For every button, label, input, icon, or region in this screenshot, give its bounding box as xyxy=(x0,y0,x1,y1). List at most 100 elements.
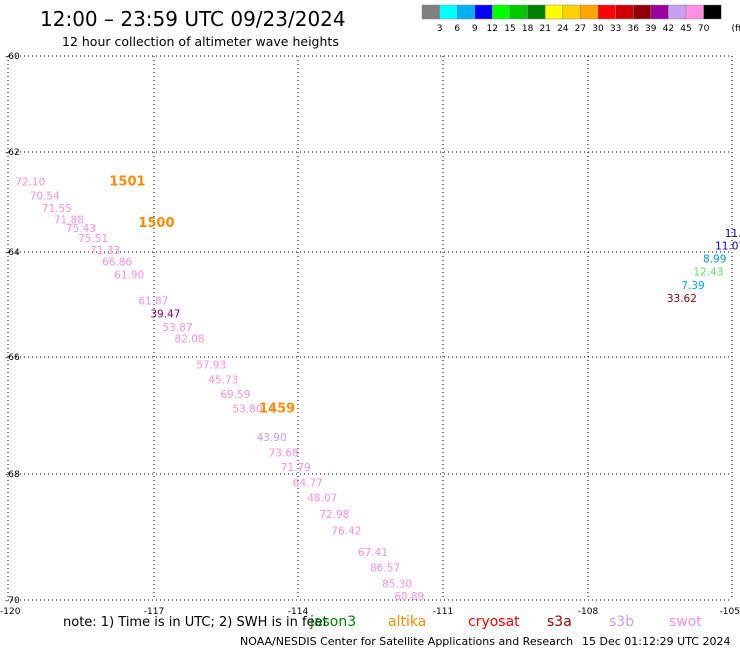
credit-text: NOAA/NESDIS Center for Satellite Applica… xyxy=(240,635,573,648)
wave-height-value: 70.54 xyxy=(30,191,60,203)
legend-swatch xyxy=(474,4,493,20)
wave-height-value: 66.86 xyxy=(102,257,132,269)
mission-label: jason3 xyxy=(309,614,356,630)
legend-swatch xyxy=(456,4,476,20)
wave-height-value: 67.41 xyxy=(358,547,388,559)
legend-swatch xyxy=(650,4,669,20)
legend-swatch xyxy=(527,4,546,20)
legend-tick-label: 21 xyxy=(539,24,550,34)
wave-height-value: 33.62 xyxy=(667,293,697,305)
map-subtitle: 12 hour collection of altimeter wave hei… xyxy=(62,34,339,49)
legend-swatch xyxy=(615,4,634,20)
wave-height-value: 12.43 xyxy=(693,267,723,279)
legend-swatch xyxy=(544,4,564,20)
legend-swatch xyxy=(492,4,511,20)
legend-swatch xyxy=(668,4,687,20)
latitude-label: -60 xyxy=(5,52,20,62)
wave-height-value: 72.10 xyxy=(15,177,45,189)
map-grid xyxy=(7,55,733,601)
longitude-label: -111 xyxy=(433,607,453,617)
wave-height-value: 75.51 xyxy=(78,233,108,245)
legend-tick-label: 18 xyxy=(522,24,534,34)
wave-height-value: 53.87 xyxy=(162,322,192,334)
wave-height-value: 82.08 xyxy=(175,333,205,345)
pass-labels: 1501 1500 1459 xyxy=(109,175,295,417)
legend-tick-label: 27 xyxy=(575,24,586,34)
wave-height-value: 11.07 xyxy=(715,241,740,253)
mission-label: altika xyxy=(388,614,426,630)
legend-tick-label: 42 xyxy=(663,24,674,34)
legend-swatch xyxy=(509,4,528,20)
longitude-label: -105 xyxy=(720,607,740,617)
wave-height-observations: 72.10 70.5471.5571.8875.4375.5171.3366.86… xyxy=(15,177,740,604)
wave-height-value: 43.90 xyxy=(257,432,287,444)
wave-height-value: 11. xyxy=(725,228,740,240)
wave-height-value: 61.87 xyxy=(138,296,168,308)
legend-swatch xyxy=(632,4,652,20)
wave-height-value: 45.73 xyxy=(208,374,238,386)
legend-tick-label: 3 xyxy=(437,24,443,34)
mission-label: swot xyxy=(669,614,702,630)
wave-height-value: 57.93 xyxy=(196,360,226,372)
longitude-label: -114 xyxy=(288,607,309,617)
wave-height-value: 73.68 xyxy=(269,447,299,459)
wave-height-value: 71.79 xyxy=(281,462,311,474)
legend-tick-label: 30 xyxy=(592,24,604,34)
mission-label: cryosat xyxy=(468,614,520,630)
wave-height-value: 53.80 xyxy=(232,404,262,416)
wave-height-value: 86.57 xyxy=(370,563,400,575)
wave-height-value: 48.07 xyxy=(307,493,337,505)
pass-number-label: 1500 xyxy=(138,216,174,231)
legend-swatch xyxy=(685,4,704,20)
wave-height-value: 60.89 xyxy=(394,591,424,603)
latitude-label: -62 xyxy=(5,148,20,158)
longitude-label: -120 xyxy=(0,607,21,617)
latitude-label: -70 xyxy=(5,596,20,606)
legend-tick-label: 39 xyxy=(645,24,657,34)
wave-height-value: 7.39 xyxy=(681,280,704,292)
latitude-label: -66 xyxy=(5,353,20,363)
wave-height-value: 85.30 xyxy=(382,578,412,590)
wave-height-value: 75.43 xyxy=(66,223,96,235)
wave-height-value: 71.33 xyxy=(90,245,120,257)
timestamp: 15 Dec 01:12:29 UTC 2024 xyxy=(582,635,730,648)
wave-height-value: 71.55 xyxy=(42,203,72,215)
legend-tick-label: 12 xyxy=(487,24,498,34)
color-legend: 3 6 9 12 15 18 21 24 27 30 33 36 39 42 45 70 xyxy=(421,4,722,34)
legend-swatch xyxy=(421,4,440,20)
latitude-label: -64 xyxy=(5,248,20,258)
legend-tick-label: 15 xyxy=(504,24,515,34)
legend-tick-label: 6 xyxy=(454,24,460,34)
legend-swatch xyxy=(562,4,581,20)
wave-height-value: 8.99 xyxy=(703,254,726,266)
legend-tick-label: 33 xyxy=(610,24,621,34)
wave-height-value: 71.88 xyxy=(54,215,84,227)
legend-tick-label: 24 xyxy=(557,24,569,34)
latitude-label: -68 xyxy=(5,470,20,480)
longitude-labels: -120 -117 -114 -111 -108 -105 xyxy=(0,607,740,617)
footer-note: note: 1) Time is in UTC; 2) SWH is in fe… xyxy=(63,615,328,630)
legend-swatch xyxy=(597,4,616,20)
latitude-labels: -60 -62 -64 -66 -68 -70 xyxy=(5,52,20,606)
longitude-label: -108 xyxy=(578,607,599,617)
mission-label: s3a xyxy=(547,614,572,630)
legend-tick-label: 45 xyxy=(680,24,691,34)
legend-swatch xyxy=(439,4,458,20)
legend-tick-label: 9 xyxy=(472,24,478,34)
legend-swatch xyxy=(580,4,599,20)
wave-height-value: 39.47 xyxy=(150,309,180,321)
wave-height-value: 61.90 xyxy=(114,269,144,281)
map-title: 12:00 – 23:59 UTC 09/23/2024 xyxy=(40,7,346,31)
wave-height-value: 76.42 xyxy=(331,525,361,537)
legend-swatch xyxy=(703,4,722,20)
wave-height-value: 64.77 xyxy=(293,478,323,490)
pass-number-label: 1459 xyxy=(259,402,295,417)
mission-label: s3b xyxy=(609,614,634,630)
pass-number-label: 1501 xyxy=(109,175,145,190)
wave-height-value: 69.59 xyxy=(220,389,250,401)
legend-tick-label: 70 xyxy=(698,24,710,34)
legend-tick-label: 36 xyxy=(627,24,639,34)
wave-height-value: 72.98 xyxy=(319,509,349,521)
mission-legend: jason3 altika cryosat s3a s3b swot xyxy=(309,614,702,630)
